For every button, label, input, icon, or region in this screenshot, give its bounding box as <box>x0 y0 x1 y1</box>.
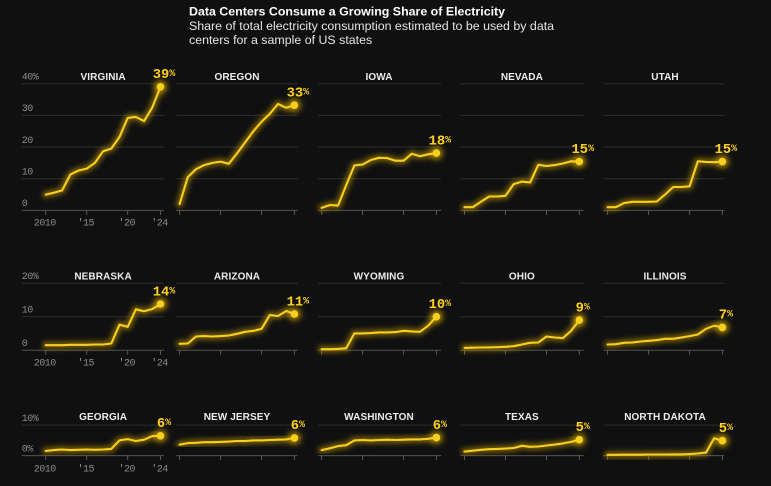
svg-text:IOWA: IOWA <box>365 72 392 83</box>
svg-text:6%: 6% <box>291 419 305 434</box>
svg-text:10: 10 <box>22 306 34 317</box>
svg-text:0: 0 <box>22 199 28 210</box>
svg-text:'20: '20 <box>118 217 135 229</box>
svg-text:9%: 9% <box>576 301 590 316</box>
svg-text:GEORGIA: GEORGIA <box>79 412 127 423</box>
svg-text:ARIZONA: ARIZONA <box>214 271 260 282</box>
svg-text:39%: 39% <box>153 68 176 83</box>
svg-text:centers for a sample of US sta: centers for a sample of US states <box>189 33 372 47</box>
svg-text:6%: 6% <box>157 417 171 432</box>
svg-text:UTAH: UTAH <box>651 72 678 83</box>
svg-text:'15: '15 <box>77 217 94 229</box>
svg-text:10%: 10% <box>22 414 39 425</box>
svg-text:0%: 0% <box>22 444 34 455</box>
svg-text:11%: 11% <box>287 295 310 310</box>
svg-text:20: 20 <box>22 136 34 147</box>
svg-text:14%: 14% <box>153 285 176 300</box>
svg-text:Share of total electricity con: Share of total electricity consumption e… <box>189 19 554 33</box>
svg-text:NEBRASKA: NEBRASKA <box>74 271 131 282</box>
svg-text:OREGON: OREGON <box>214 72 259 83</box>
svg-text:18%: 18% <box>429 134 452 149</box>
svg-text:6%: 6% <box>433 419 447 434</box>
svg-text:10: 10 <box>22 168 34 179</box>
svg-text:'15: '15 <box>77 357 94 369</box>
svg-text:15%: 15% <box>572 143 595 158</box>
svg-text:OHIO: OHIO <box>509 271 535 282</box>
svg-text:'24: '24 <box>151 464 168 476</box>
svg-text:NEVADA: NEVADA <box>501 72 543 83</box>
svg-text:Data Centers Consume a Growing: Data Centers Consume a Growing Share of … <box>189 5 505 19</box>
svg-text:5%: 5% <box>719 422 733 437</box>
svg-text:15%: 15% <box>715 143 738 158</box>
svg-text:WYOMING: WYOMING <box>354 271 405 282</box>
svg-text:TEXAS: TEXAS <box>505 412 539 423</box>
svg-text:ILLINOIS: ILLINOIS <box>643 271 686 282</box>
svg-text:10%: 10% <box>429 298 452 313</box>
svg-text:'24: '24 <box>151 217 168 229</box>
svg-text:30: 30 <box>22 104 34 115</box>
svg-text:WASHINGTON: WASHINGTON <box>344 412 414 423</box>
svg-text:2010: 2010 <box>34 358 57 369</box>
svg-text:'24: '24 <box>151 357 168 369</box>
svg-text:2010: 2010 <box>34 465 57 476</box>
svg-text:0: 0 <box>22 339 28 350</box>
svg-text:7%: 7% <box>719 309 733 324</box>
svg-text:'20: '20 <box>118 357 135 369</box>
svg-text:NEW JERSEY: NEW JERSEY <box>204 412 271 423</box>
svg-text:20%: 20% <box>22 272 39 283</box>
svg-text:33%: 33% <box>287 87 310 102</box>
svg-text:VIRGINIA: VIRGINIA <box>80 72 125 83</box>
svg-text:40%: 40% <box>22 73 39 84</box>
svg-text:'15: '15 <box>77 464 94 476</box>
svg-text:NORTH DAKOTA: NORTH DAKOTA <box>624 412 706 423</box>
svg-text:5%: 5% <box>576 421 590 436</box>
svg-text:2010: 2010 <box>34 218 57 229</box>
svg-text:'20: '20 <box>118 464 135 476</box>
